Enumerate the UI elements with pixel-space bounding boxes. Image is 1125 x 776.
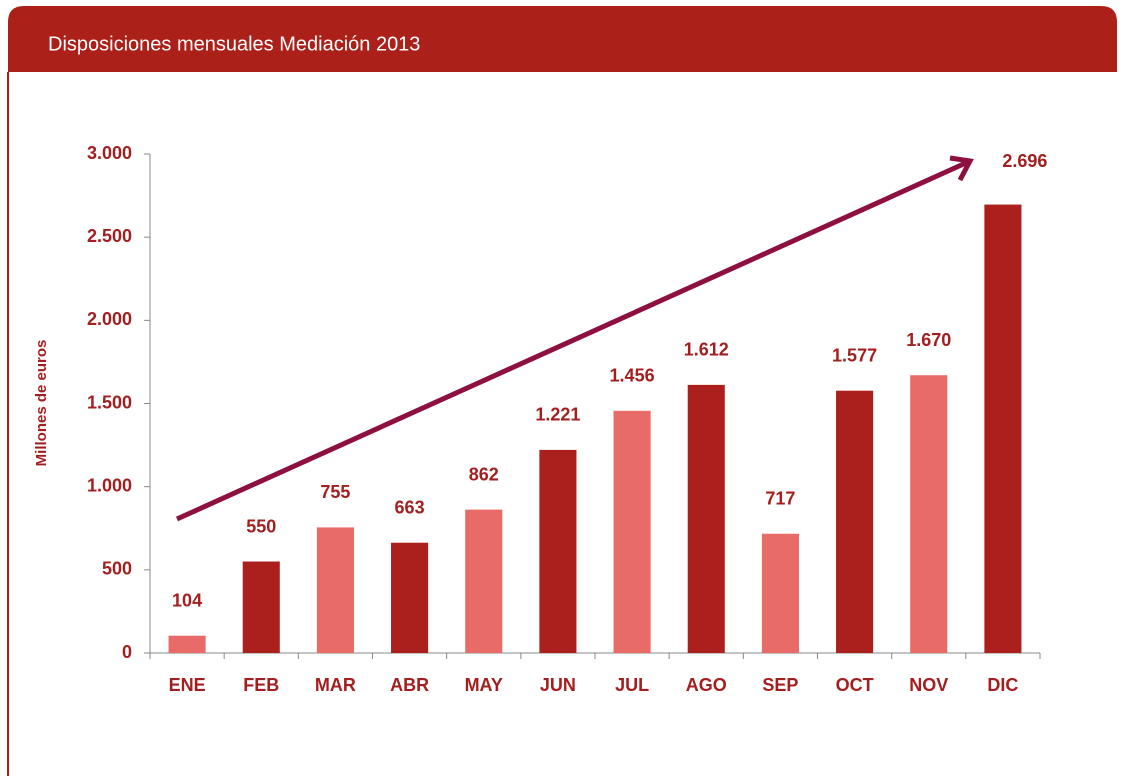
y-tick-label: 1.500 (87, 392, 132, 412)
bar (984, 204, 1022, 653)
bar (836, 390, 874, 653)
value-label: 2.696 (1002, 151, 1047, 171)
value-label: 663 (395, 497, 425, 517)
bar (168, 635, 206, 653)
value-label: 717 (765, 488, 795, 508)
x-tick-label: DIC (987, 675, 1018, 695)
y-tick-label: 3.000 (87, 143, 132, 163)
value-label: 104 (172, 590, 202, 610)
y-axis-label: Millones de euros (33, 340, 50, 467)
bar (465, 509, 503, 653)
panel-header (8, 6, 1117, 72)
x-tick-label: JUL (615, 675, 649, 695)
bar (761, 533, 799, 653)
arrow-line (175, 159, 970, 522)
bar (539, 449, 577, 653)
value-label: 755 (320, 482, 350, 502)
value-label: 862 (469, 464, 499, 484)
x-tick-label: SEP (762, 675, 798, 695)
x-tick-label: MAY (465, 675, 503, 695)
y-tick-label: 2.000 (87, 309, 132, 329)
x-tick-label: FEB (243, 675, 279, 695)
value-label: 1.456 (610, 366, 655, 386)
x-tick-label: ABR (390, 675, 429, 695)
bar (910, 375, 948, 653)
bar (391, 542, 429, 653)
y-tick-label: 500 (102, 559, 132, 579)
x-tick-label: ENE (169, 675, 206, 695)
trend-arrow (175, 155, 974, 522)
value-label: 550 (246, 516, 276, 536)
chart-title: Disposiciones mensuales Mediación 2013 (48, 33, 420, 55)
value-label: 1.221 (535, 405, 580, 425)
x-tick-label: NOV (909, 675, 948, 695)
x-tick-label: AGO (686, 675, 727, 695)
bar (613, 410, 651, 653)
x-tick-label: MAR (315, 675, 356, 695)
bar (316, 527, 354, 653)
y-tick-label: 1.000 (87, 475, 132, 495)
x-tick-label: OCT (836, 675, 874, 695)
y-tick-label: 0 (122, 642, 132, 662)
x-tick-label: JUN (540, 675, 576, 695)
bar (687, 384, 725, 653)
y-tick-label: 2.500 (87, 226, 132, 246)
value-label: 1.577 (832, 345, 877, 365)
bar (242, 561, 280, 653)
value-label: 1.670 (906, 330, 951, 350)
arrow-head (949, 155, 974, 182)
value-label: 1.612 (684, 340, 729, 360)
